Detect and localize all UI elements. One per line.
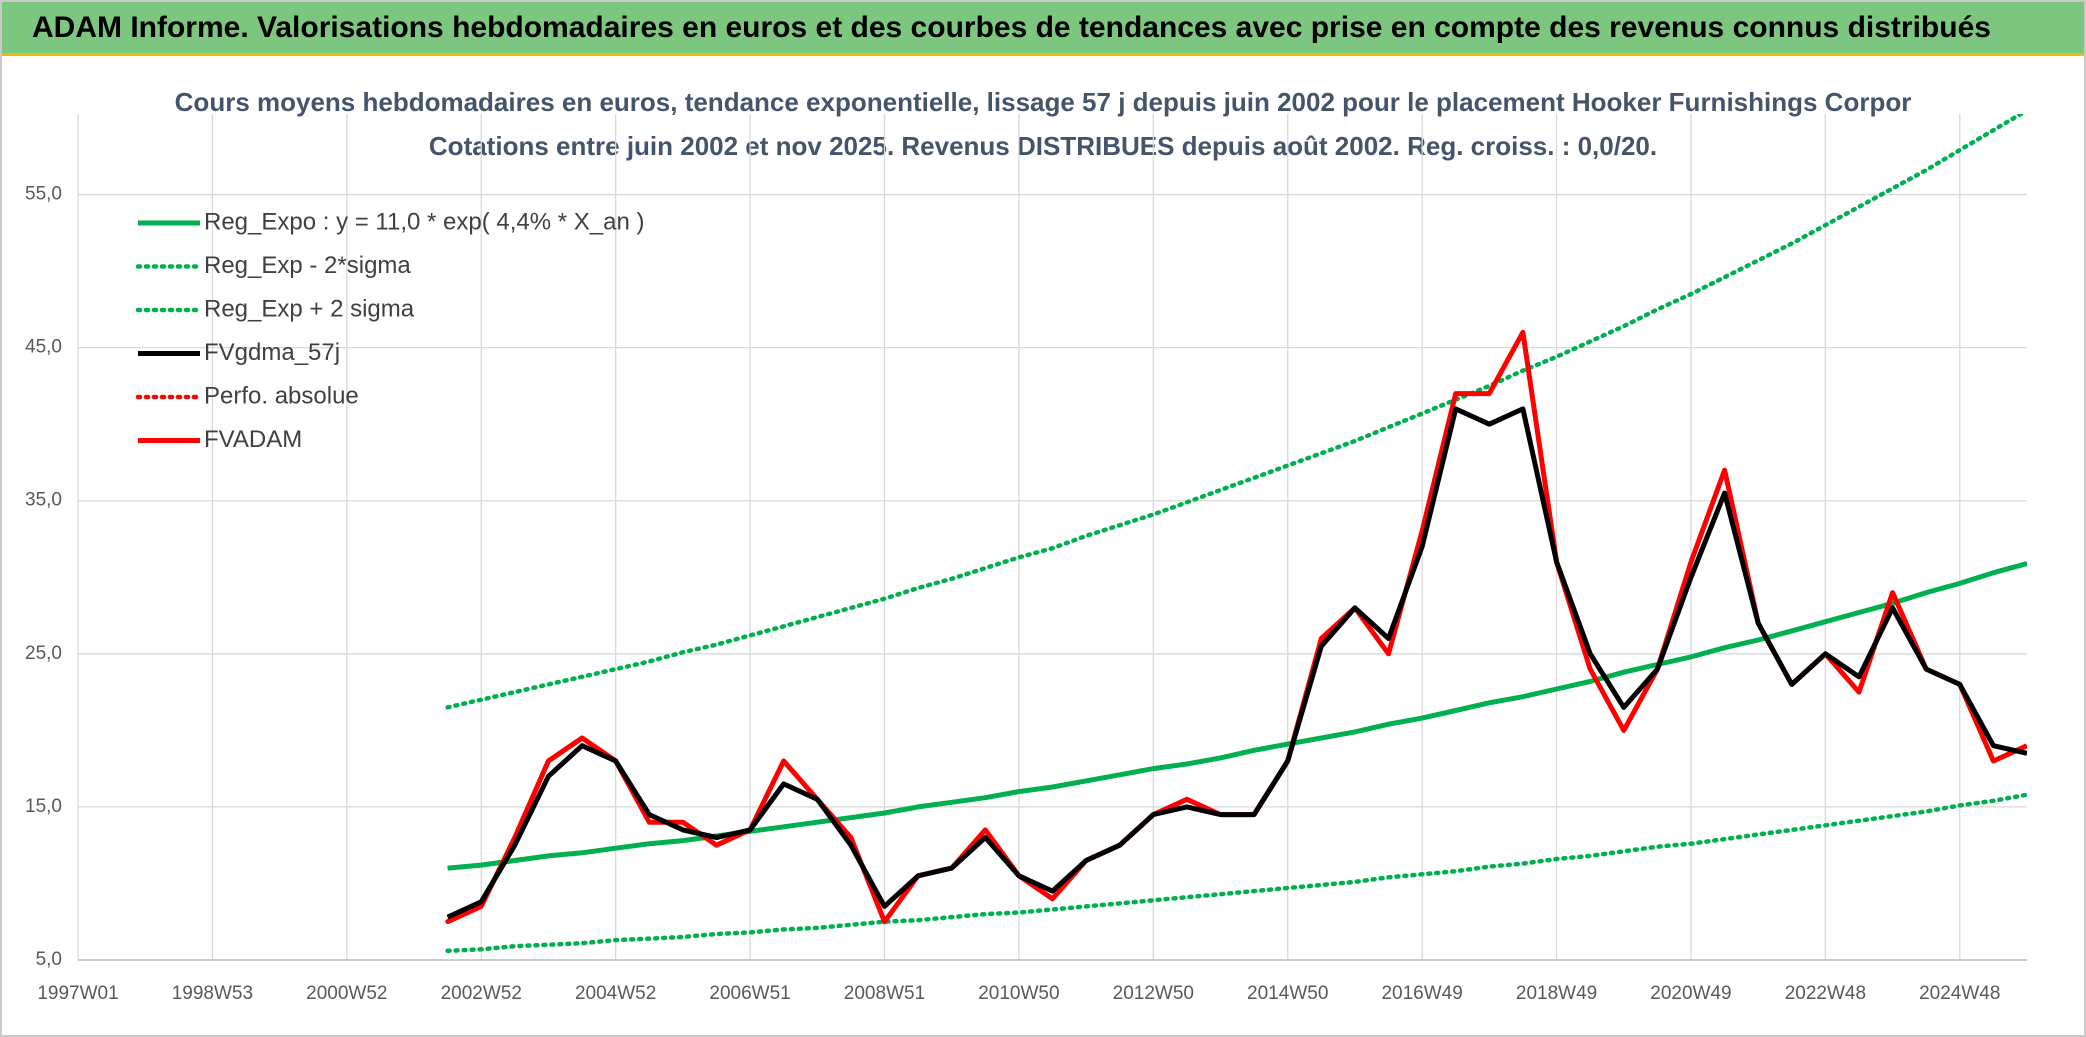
legend-label: Perfo. absolue <box>204 382 359 409</box>
series-line <box>445 330 2027 924</box>
x-tick-label: 1998W53 <box>172 983 253 1004</box>
x-tick-label: 2018W49 <box>1516 983 1597 1004</box>
x-tick-label: 2012W50 <box>1113 983 1194 1004</box>
x-tick-label: 2024W48 <box>1919 983 2000 1004</box>
x-tick-label: 2006W51 <box>709 983 790 1004</box>
series-line <box>445 114 2026 710</box>
header-title: ADAM Informe. Valorisations hebdomadaire… <box>32 11 1991 44</box>
y-tick-label: 45,0 <box>25 337 62 358</box>
legend-label: Reg_Exp - 2*sigma <box>204 252 411 279</box>
legend-label: FVgdma_57j <box>204 339 340 366</box>
y-tick-label: 15,0 <box>25 796 62 817</box>
chart-title: Cours moyens hebdomadaires en euros, ten… <box>175 87 1912 117</box>
x-tick-label: 2000W52 <box>306 983 387 1004</box>
x-tick-label: 1997W01 <box>37 983 118 1004</box>
series-line <box>446 329 2027 925</box>
x-tick-label: 2004W52 <box>575 983 656 1004</box>
series-line <box>445 792 2027 954</box>
y-tick-label: 5,0 <box>36 949 62 970</box>
x-tick-label: 2002W52 <box>441 983 522 1004</box>
legend-label: Reg_Exp + 2 sigma <box>204 295 415 322</box>
x-tick-label: 2008W51 <box>844 983 925 1004</box>
x-tick-label: 2010W50 <box>978 983 1059 1004</box>
x-tick-label: 2022W48 <box>1785 983 1866 1004</box>
x-tick-label: 2016W49 <box>1381 983 1462 1004</box>
legend-label: Reg_Expo : y = 11,0 * exp( 4,4% * X_an ) <box>204 208 644 235</box>
series-line <box>446 406 2027 920</box>
x-tick-label: 2014W50 <box>1247 983 1328 1004</box>
header-bar: ADAM Informe. Valorisations hebdomadaire… <box>2 2 2084 56</box>
y-tick-label: 25,0 <box>25 643 62 664</box>
chart-subtitle: Cotations entre juin 2002 et nov 2025. R… <box>429 131 1657 161</box>
plot-area <box>445 114 2027 954</box>
y-tick-label: 55,0 <box>25 184 62 205</box>
legend-label: FVADAM <box>204 426 302 453</box>
x-tick-label: 2020W49 <box>1650 983 1731 1004</box>
y-tick-label: 35,0 <box>25 490 62 511</box>
